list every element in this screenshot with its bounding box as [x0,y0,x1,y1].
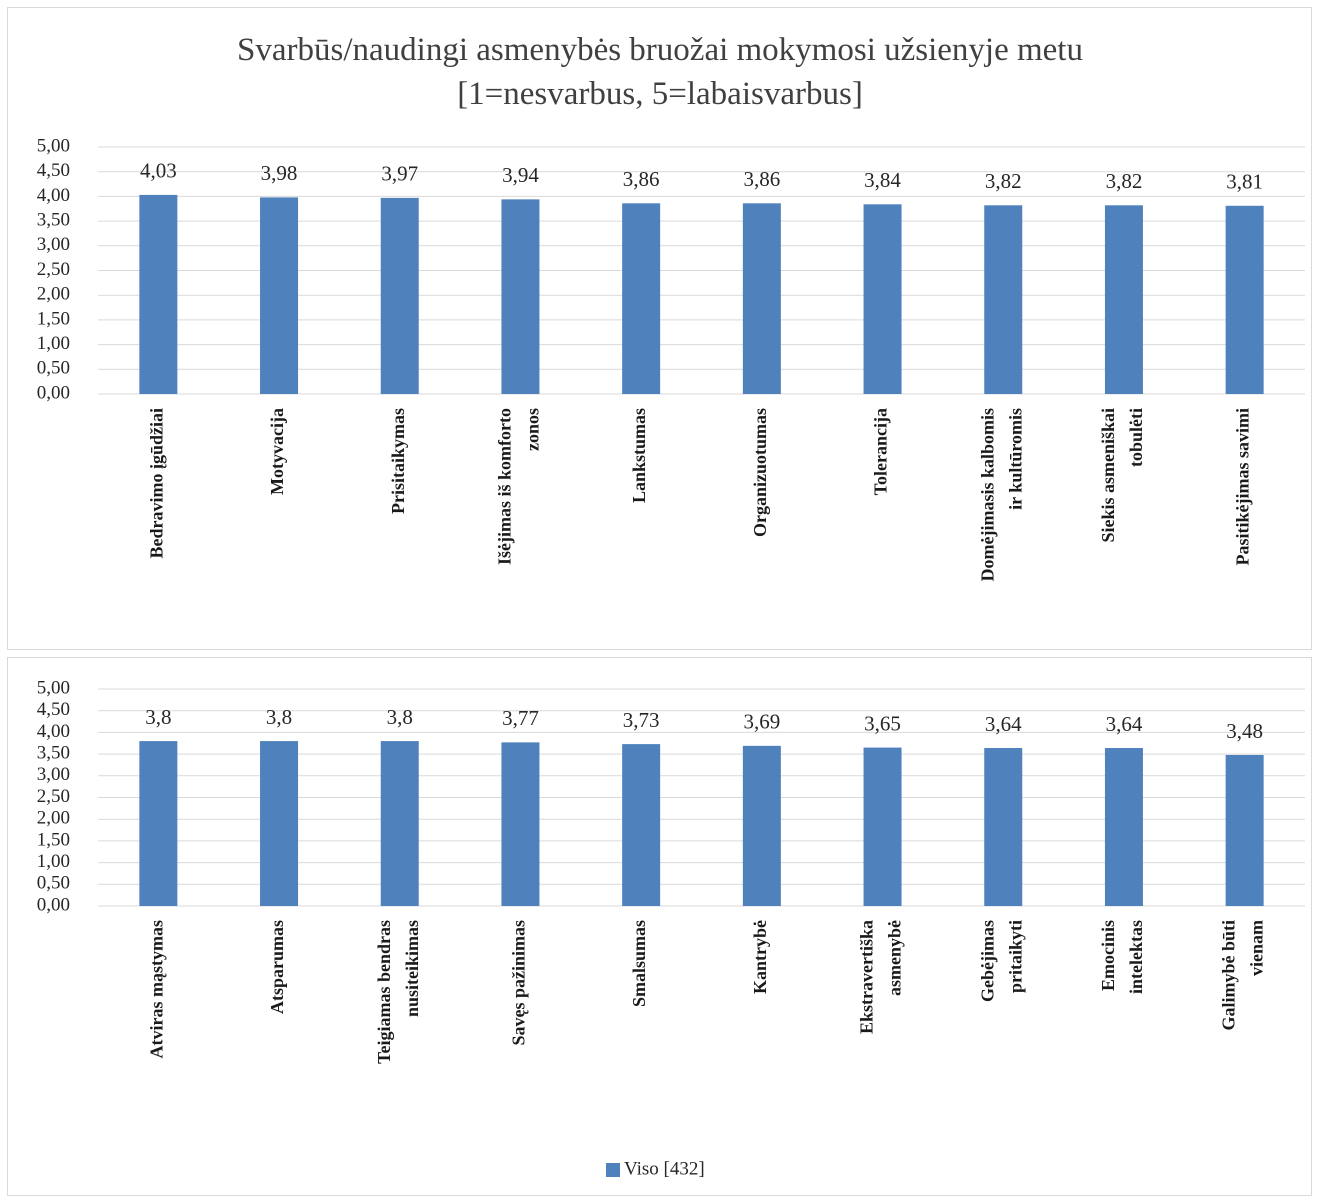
x-tick-label: Išėjimas iš komforto zonos [495,408,543,565]
data-label: 3,94 [502,163,539,187]
x-tick-label: Domėjimasis kalbomis ir kultūromis [977,408,1025,582]
data-label: 3,65 [864,711,901,735]
y-tick-label: 2,00 [37,284,70,305]
bar [863,747,902,906]
x-tick-label: Lankstumas [629,408,649,503]
bar [984,205,1023,394]
x-tick-label: Siekis asmeniškai tobulėti [1098,408,1146,543]
bar [380,741,419,906]
data-label: 4,03 [140,159,177,183]
y-tick-label: 5,00 [37,135,70,156]
x-tick-label: Motyvacija [267,408,287,495]
bar [501,199,540,394]
bar [1104,205,1143,394]
bar [1225,205,1264,394]
x-tick-label: Emocinis intelektas [1098,920,1146,994]
bar [622,744,661,906]
y-tick-label: 1,50 [37,308,70,329]
y-tick-label: 4,00 [37,721,70,742]
bar [380,197,419,394]
legend-label: Viso [432] [624,1158,705,1179]
y-tick-label: 2,50 [37,259,70,280]
data-label: 3,86 [743,167,780,191]
y-tick-label: 1,50 [37,829,70,850]
bar [742,203,781,394]
x-tick-label: Tolerancija [871,408,891,495]
data-label: 3,82 [985,169,1022,193]
y-tick-label: 4,50 [37,699,70,720]
bar [1225,754,1264,906]
chart-title: Svarbūs/naudingi asmenybės bruožai mokym… [237,32,1083,112]
y-tick-label: 3,50 [37,742,70,763]
bar [260,197,299,394]
legend-swatch [606,1163,620,1177]
bar [1104,748,1143,906]
bar [139,194,178,394]
y-tick-label: 1,00 [37,333,70,354]
x-tick-label: Gebėjimas pritaikyti [977,920,1025,1002]
data-label: 3,82 [1106,169,1143,193]
data-label: 3,8 [387,705,413,729]
y-tick-label: 5,00 [37,677,70,698]
data-label: 3,8 [145,705,171,729]
x-tick-label: Savęs pažinimas [509,920,529,1046]
data-label: 3,64 [1106,712,1143,736]
bar [863,204,902,394]
bar [260,741,299,906]
x-tick-label: Ekstravertiška asmenybė [857,920,905,1034]
data-label: 3,8 [266,705,292,729]
y-tick-label: 3,00 [37,234,70,255]
y-tick-label: 0,50 [37,873,70,894]
y-tick-label: 2,00 [37,808,70,829]
x-tick-label: Organizuotumas [750,408,770,537]
x-tick-label: Pasitikėjimas savimi [1233,408,1253,566]
data-label: 3,69 [743,710,780,734]
data-label: 3,98 [261,161,298,185]
data-label: 3,97 [381,162,418,186]
x-tick-label: Bedravimo įgūdžiai [146,408,166,559]
y-tick-label: 1,00 [37,851,70,872]
bar [139,741,178,906]
x-tick-label: Atviras mąstymas [146,920,166,1058]
data-label: 3,73 [623,708,660,732]
y-tick-label: 4,50 [37,160,70,181]
x-tick-label: Atsparumas [267,920,287,1014]
y-tick-label: 3,50 [37,209,70,230]
y-tick-label: 0,00 [37,894,70,915]
y-tick-label: 0,00 [37,382,70,403]
data-label: 3,48 [1226,719,1263,743]
bar [501,742,540,906]
x-tick-label: Kantrybė [750,920,770,994]
data-label: 3,81 [1226,170,1263,194]
y-tick-label: 2,50 [37,786,70,807]
x-tick-label: Teigiamas bendras nusiteikimas [374,920,422,1064]
bar [742,745,781,906]
data-label: 3,77 [502,706,539,730]
bar [622,203,661,394]
bar [984,748,1023,906]
data-label: 3,86 [623,167,660,191]
data-label: 3,84 [864,168,901,192]
y-tick-label: 4,00 [37,185,70,206]
x-tick-label: Prisitaikymas [388,408,408,514]
y-tick-label: 3,00 [37,764,70,785]
x-tick-label: Smalsumas [629,920,649,1007]
y-tick-label: 0,50 [37,358,70,379]
x-tick-label: Galimybė būti vienam [1219,920,1267,1031]
data-label: 3,64 [985,712,1022,736]
